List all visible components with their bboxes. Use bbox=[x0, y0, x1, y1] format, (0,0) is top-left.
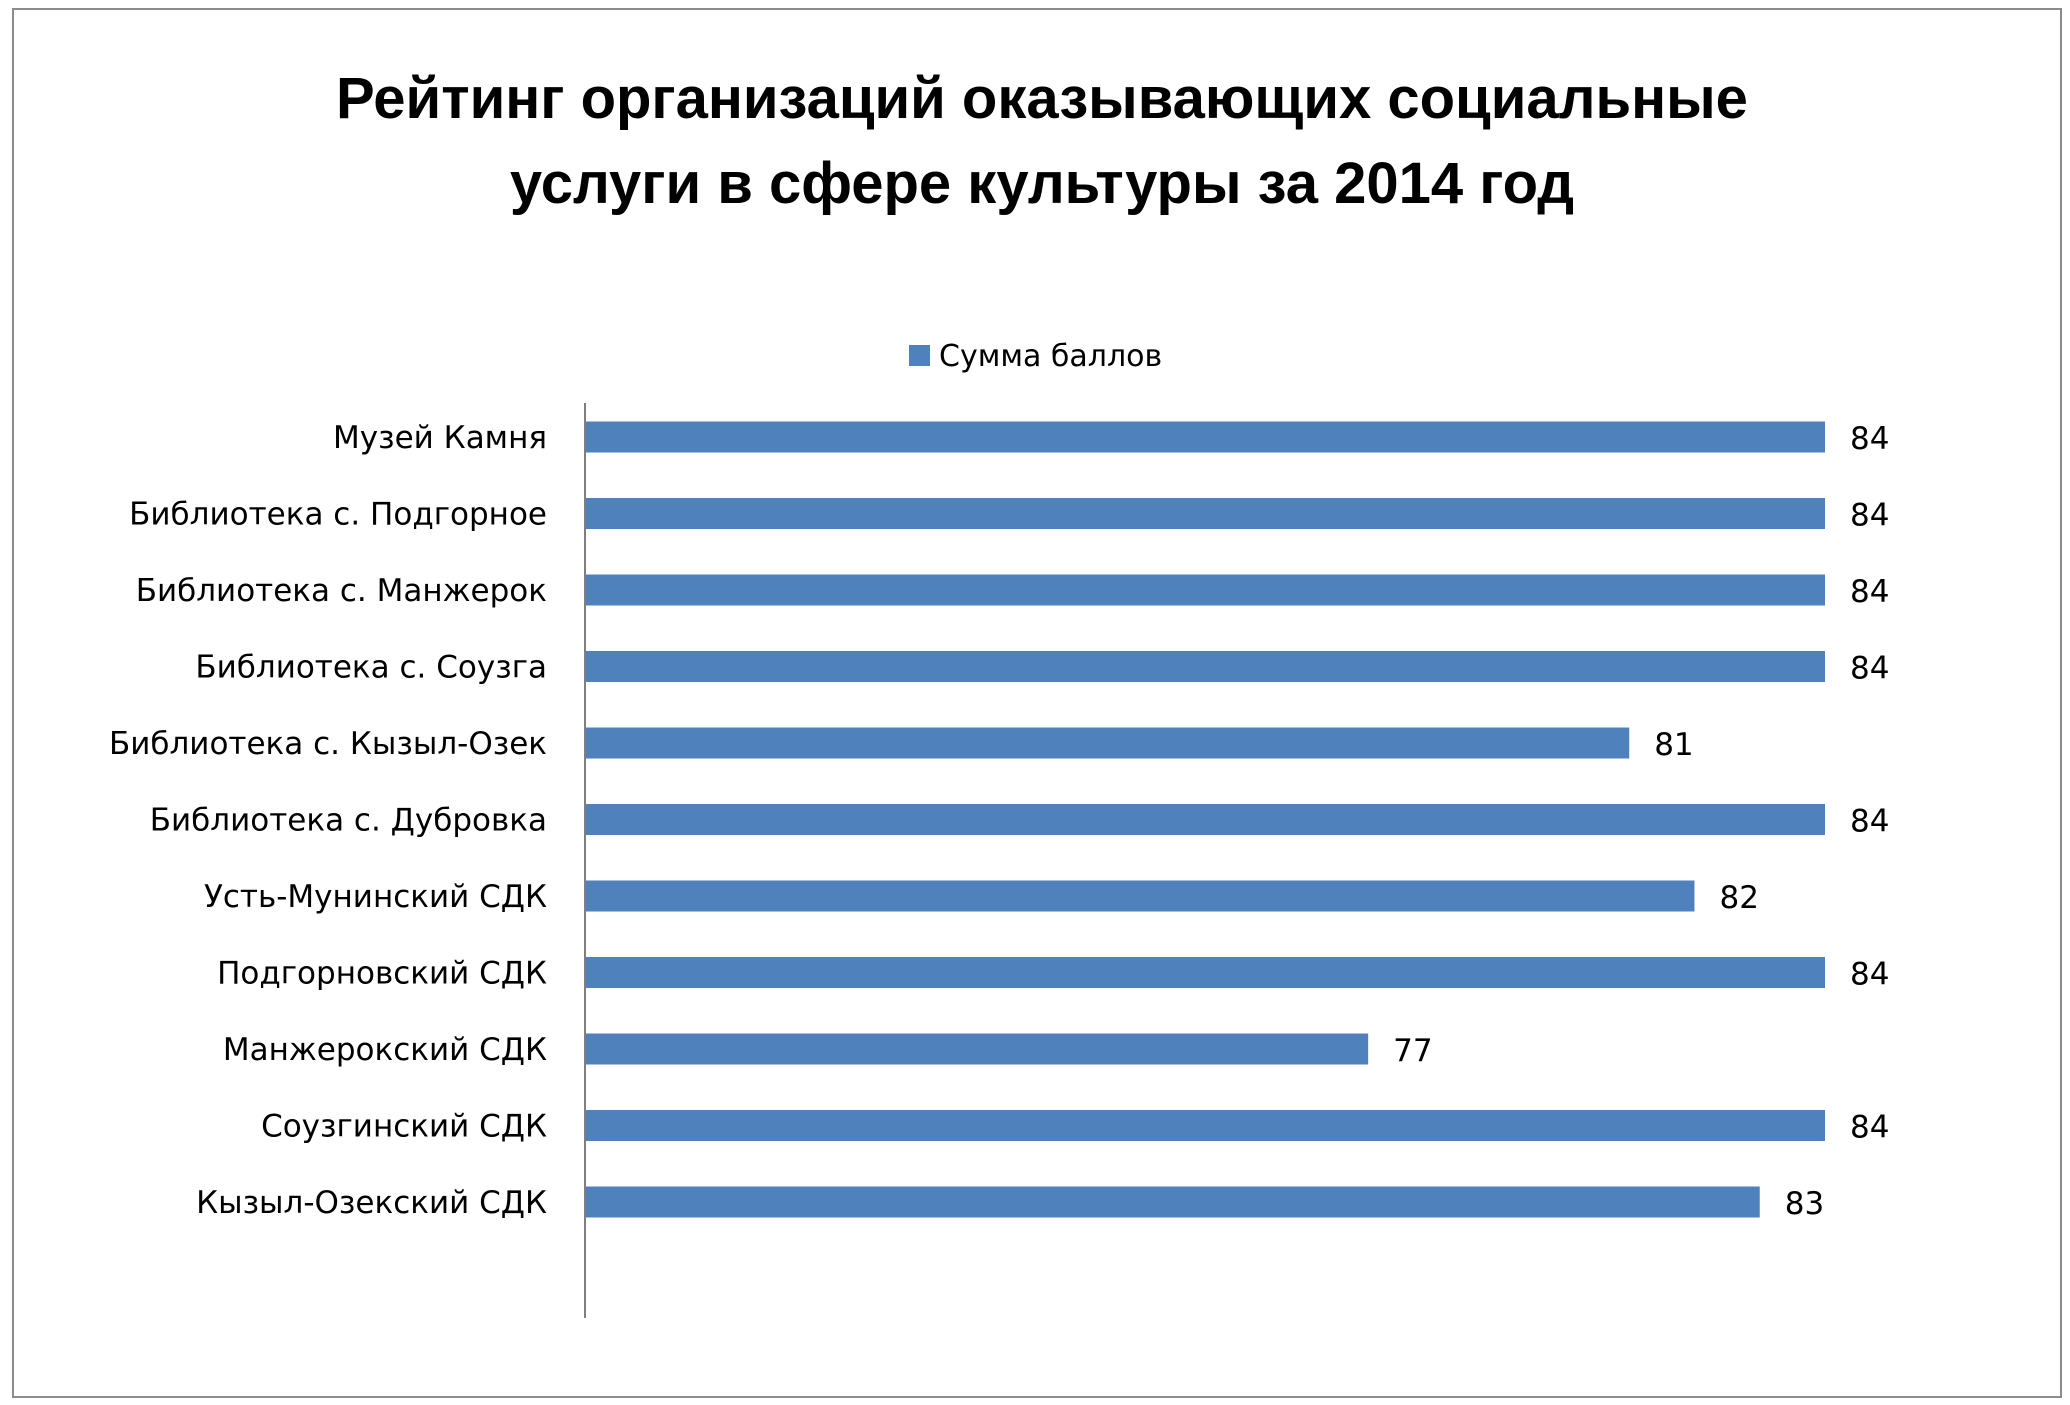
bar bbox=[585, 651, 1825, 682]
chart-frame: Рейтинг организаций оказывающих социальн… bbox=[12, 8, 2062, 1398]
data-label: 84 bbox=[1850, 651, 1889, 687]
bar bbox=[585, 804, 1825, 835]
data-label: 81 bbox=[1654, 727, 1693, 763]
category-label: Усть-Мунинский СДК bbox=[204, 879, 547, 915]
data-label: 84 bbox=[1850, 1110, 1889, 1146]
category-label: Манжерокский СДК bbox=[223, 1032, 547, 1068]
bar bbox=[585, 421, 1825, 453]
data-label: 77 bbox=[1393, 1033, 1432, 1069]
category-label: Кызыл-Озекский СДК bbox=[196, 1185, 547, 1221]
category-label: Соузгинский СДК bbox=[261, 1109, 547, 1145]
data-label: 84 bbox=[1850, 421, 1889, 457]
chart-title: Рейтинг организаций оказывающих социальн… bbox=[336, 66, 1748, 216]
bar bbox=[585, 498, 1825, 529]
bar-chart: Рейтинг организаций оказывающих социальн… bbox=[109, 66, 1889, 1318]
data-label: 84 bbox=[1850, 498, 1889, 534]
data-label: 84 bbox=[1850, 804, 1889, 840]
data-label: 84 bbox=[1850, 957, 1889, 993]
bar bbox=[585, 880, 1695, 912]
legend-label: Сумма баллов bbox=[939, 339, 1162, 374]
bar bbox=[585, 574, 1825, 606]
bar bbox=[585, 1110, 1825, 1141]
bar bbox=[585, 727, 1630, 759]
category-label: Библиотека с. Манжерок bbox=[136, 573, 547, 609]
category-label: Библиотека с. Подгорное bbox=[129, 497, 547, 533]
category-label: Библиотека с. Дубровка bbox=[150, 803, 547, 839]
category-label: Музей Камня bbox=[333, 420, 547, 456]
chart-title-line-2: услуги в сфере культуры за 2014 год bbox=[510, 151, 1574, 216]
bar bbox=[585, 1033, 1369, 1065]
data-label: 83 bbox=[1785, 1186, 1824, 1222]
chart-title-line-1: Рейтинг организаций оказывающих социальн… bbox=[336, 66, 1748, 131]
plot-area: Музей Камня 84 Библиотека с. Подгорное 84 Би… bbox=[109, 403, 1889, 1318]
bar bbox=[585, 1186, 1760, 1218]
legend-swatch bbox=[909, 345, 930, 366]
category-label: Подгорновский СДК bbox=[217, 956, 547, 992]
category-label: Библиотека с. Соузга bbox=[195, 650, 547, 686]
data-label: 84 bbox=[1850, 574, 1889, 610]
legend: Сумма баллов bbox=[909, 339, 1162, 374]
data-label: 82 bbox=[1719, 880, 1758, 916]
category-label: Библиотека с. Кызыл-Озек bbox=[109, 726, 547, 762]
bar bbox=[585, 957, 1825, 988]
